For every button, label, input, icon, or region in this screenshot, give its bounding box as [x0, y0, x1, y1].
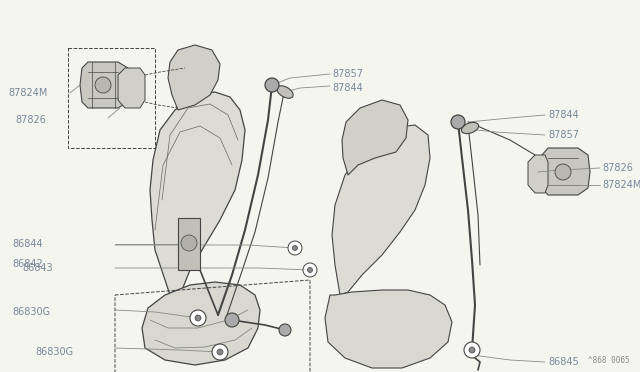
Text: 86842: 86842 [12, 259, 43, 269]
Polygon shape [528, 155, 548, 193]
Polygon shape [150, 92, 245, 310]
Circle shape [181, 235, 197, 251]
Polygon shape [80, 62, 130, 108]
Polygon shape [332, 125, 430, 295]
Polygon shape [540, 148, 590, 195]
Circle shape [288, 241, 302, 255]
Circle shape [451, 115, 465, 129]
Text: 86844: 86844 [12, 239, 43, 249]
Bar [178, 218, 200, 270]
Circle shape [225, 313, 239, 327]
Polygon shape [168, 45, 220, 110]
Text: 87824M: 87824M [602, 180, 640, 190]
Circle shape [303, 263, 317, 277]
Text: 87844: 87844 [332, 83, 363, 93]
Circle shape [469, 347, 475, 353]
Circle shape [217, 349, 223, 355]
Polygon shape [325, 290, 452, 368]
Ellipse shape [277, 86, 293, 98]
Text: 87857: 87857 [332, 69, 363, 79]
Circle shape [292, 246, 298, 250]
Polygon shape [342, 100, 408, 175]
Text: 87857: 87857 [548, 130, 579, 140]
Circle shape [190, 310, 206, 326]
Text: 87826: 87826 [602, 163, 633, 173]
Circle shape [464, 342, 480, 358]
Circle shape [555, 164, 571, 180]
Text: 87844: 87844 [548, 110, 579, 120]
Polygon shape [142, 282, 260, 365]
Circle shape [195, 315, 201, 321]
Polygon shape [118, 68, 145, 108]
Circle shape [307, 267, 312, 273]
Circle shape [212, 344, 228, 360]
Text: 86830G: 86830G [12, 307, 50, 317]
Ellipse shape [461, 122, 479, 134]
Text: 86843: 86843 [22, 263, 52, 273]
Text: 87824M: 87824M [8, 88, 47, 98]
Text: 86830G: 86830G [35, 347, 73, 357]
Text: 86845: 86845 [548, 357, 579, 367]
Circle shape [279, 324, 291, 336]
Text: ^868 0065: ^868 0065 [588, 356, 630, 365]
Text: 87826: 87826 [15, 115, 46, 125]
Circle shape [95, 77, 111, 93]
Circle shape [265, 78, 279, 92]
